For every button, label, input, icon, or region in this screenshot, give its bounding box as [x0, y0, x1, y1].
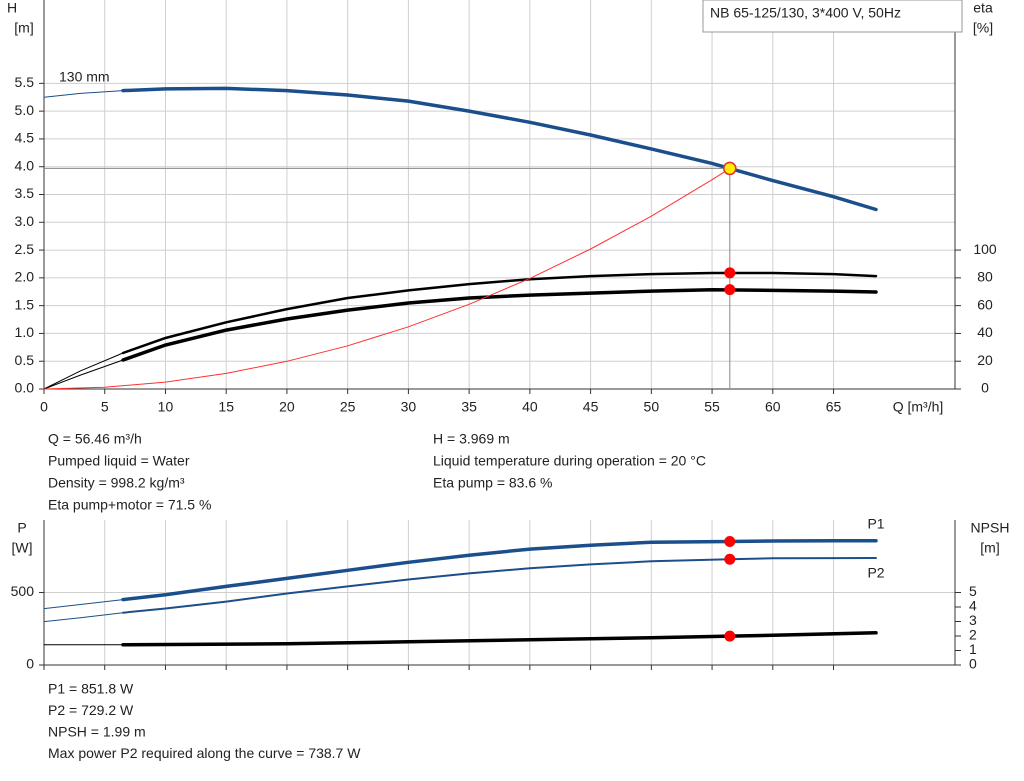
y2-tick-label: 0	[981, 380, 989, 396]
info-text: Pumped liquid = Water	[48, 453, 190, 469]
x-tick-label: 25	[340, 399, 356, 415]
operating-point	[724, 267, 736, 279]
curve	[121, 538, 878, 602]
chart-title: NB 65-125/130, 3*400 V, 50Hz	[710, 5, 901, 21]
x-tick-label: 15	[218, 399, 234, 415]
y2-tick-label: 60	[977, 296, 993, 312]
operating-point	[724, 284, 736, 296]
info-text: Q = 56.46 m³/h	[48, 431, 142, 447]
y2-tick-label: 40	[977, 324, 993, 340]
y2-tick-label: 4	[969, 598, 977, 614]
info-text: Eta pump+motor = 71.5 %	[48, 497, 211, 513]
info-text: H = 3.969 m	[433, 431, 510, 447]
curve	[121, 86, 878, 212]
info-text: Liquid temperature during operation = 20…	[433, 453, 706, 469]
y-tick-label: 0.5	[15, 352, 35, 368]
operating-point	[724, 553, 736, 565]
x-tick-label: 0	[40, 399, 48, 415]
y-tick-label: 1.0	[15, 324, 35, 340]
x-tick-label: 65	[826, 399, 842, 415]
curve	[121, 271, 878, 355]
y2-axis-label: eta	[973, 0, 993, 16]
y-tick-label: 0	[26, 656, 34, 672]
y2-tick-label: 5	[969, 583, 977, 599]
x-tick-label: 55	[704, 399, 720, 415]
x-tick-label: 30	[401, 399, 417, 415]
y2-tick-label: 3	[969, 612, 977, 628]
curve	[43, 352, 124, 390]
info-text: NPSH = 1.99 m	[48, 724, 146, 740]
y-tick-label: 2.0	[15, 269, 35, 285]
y2-tick-label: 20	[977, 352, 993, 368]
y2-tick-label: 1	[969, 641, 977, 657]
operating-point	[724, 630, 736, 642]
curve	[122, 557, 877, 614]
y-tick-label: 4.5	[15, 130, 35, 146]
y-axis-unit: [m]	[14, 20, 33, 36]
y-tick-label: 3.5	[15, 185, 35, 201]
y-tick-label: 5.0	[15, 102, 35, 118]
y-tick-label: 2.5	[15, 241, 35, 257]
x-tick-label: 20	[279, 399, 295, 415]
curve	[121, 631, 878, 647]
y2-tick-label: 80	[977, 269, 993, 285]
y2-axis-unit: [%]	[973, 20, 993, 36]
y2-tick-label: 100	[973, 241, 997, 257]
x-tick-label: 40	[522, 399, 538, 415]
y2-axis-label: NPSH	[971, 520, 1010, 536]
curve	[43, 90, 124, 98]
curve	[43, 599, 124, 610]
series-label: P2	[867, 565, 884, 581]
y-axis-unit: [W]	[12, 540, 33, 556]
y-axis-label: P	[17, 520, 26, 536]
x-tick-label: 50	[644, 399, 660, 415]
info-text: Eta pump = 83.6 %	[433, 475, 552, 491]
y-tick-label: 500	[11, 583, 35, 599]
x-tick-label: 45	[583, 399, 599, 415]
x-tick-label: 5	[101, 399, 109, 415]
info-text: Density = 998.2 kg/m³	[48, 475, 185, 491]
info-text: Max power P2 required along the curve = …	[48, 745, 361, 761]
series-label: P1	[867, 515, 884, 531]
x-tick-label: 35	[461, 399, 477, 415]
series-label: 130 mm	[59, 68, 110, 84]
curve	[43, 167, 731, 390]
y2-axis-unit: [m]	[980, 540, 999, 556]
curve	[43, 612, 124, 623]
info-text: P1 = 851.8 W	[48, 681, 134, 697]
y-tick-label: 0.0	[15, 380, 35, 396]
curve	[121, 288, 878, 362]
operating-point	[724, 535, 736, 547]
x-tick-label: 10	[158, 399, 174, 415]
y-tick-label: 1.5	[15, 296, 35, 312]
info-text: P2 = 729.2 W	[48, 702, 134, 718]
x-axis-label: Q [m³/h]	[893, 399, 944, 415]
y2-tick-label: 2	[969, 627, 977, 643]
y-tick-label: 3.0	[15, 213, 35, 229]
x-tick-label: 60	[765, 399, 781, 415]
title-box	[702, 0, 963, 33]
operating-point	[723, 161, 737, 176]
y2-tick-label: 0	[969, 656, 977, 672]
y-axis-label: H	[7, 0, 17, 16]
y-tick-label: 5.5	[15, 74, 35, 90]
y-tick-label: 4.0	[15, 157, 35, 173]
curve	[43, 359, 124, 390]
